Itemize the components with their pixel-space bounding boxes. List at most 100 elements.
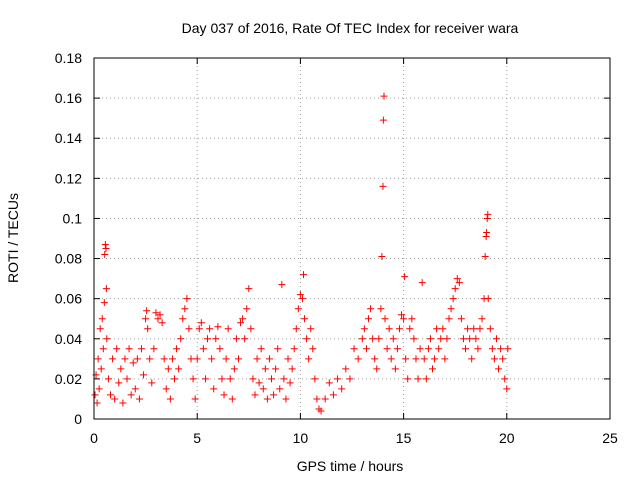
data-point: [354, 355, 362, 363]
data-point: [334, 375, 342, 383]
data-point: [412, 355, 420, 363]
data-point: [148, 379, 156, 387]
data-point: [380, 92, 388, 100]
data-point: [129, 359, 137, 367]
chart-title: Day 037 of 2016, Rate Of TEC Index for r…: [182, 20, 519, 36]
data-point: [146, 355, 154, 363]
data-point: [383, 345, 391, 353]
data-point: [391, 365, 399, 373]
y-tick-label: 0.04: [55, 331, 82, 347]
data-point: [137, 345, 145, 353]
data-point: [276, 385, 284, 393]
data-point: [439, 325, 447, 333]
data-point: [329, 391, 337, 399]
data-point: [488, 345, 496, 353]
data-point: [294, 305, 302, 313]
data-point: [445, 315, 453, 323]
data-point: [152, 309, 160, 317]
data-point: [481, 253, 489, 261]
data-point: [406, 325, 414, 333]
data-point: [144, 325, 152, 333]
data-point: [121, 355, 129, 363]
data-point: [284, 355, 292, 363]
data-point: [462, 345, 470, 353]
data-point: [378, 253, 386, 261]
data-point: [385, 325, 393, 333]
data-point: [424, 345, 432, 353]
data-point: [140, 371, 148, 379]
data-point: [381, 315, 389, 323]
data-point: [401, 273, 409, 281]
data-point: [206, 325, 214, 333]
data-point: [455, 279, 463, 287]
data-point: [103, 335, 111, 343]
data-point: [241, 335, 249, 343]
data-point: [484, 210, 492, 218]
data-point: [375, 335, 383, 343]
data-point: [296, 291, 304, 299]
data-point: [255, 379, 263, 387]
data-point: [393, 345, 401, 353]
data-point: [449, 295, 457, 303]
data-point: [305, 355, 313, 363]
data-point: [170, 375, 178, 383]
data-point: [268, 375, 276, 383]
data-point: [204, 335, 212, 343]
data-point: [173, 345, 181, 353]
data-point: [154, 315, 162, 323]
data-point: [278, 281, 286, 289]
data-point: [379, 182, 387, 190]
data-point: [422, 375, 430, 383]
data-point: [224, 325, 232, 333]
y-tick-label: 0.14: [55, 130, 82, 146]
data-point: [464, 325, 472, 333]
data-point: [216, 345, 224, 353]
data-point: [181, 305, 189, 313]
data-point: [115, 379, 123, 387]
data-point: [379, 116, 387, 124]
data-point: [234, 355, 242, 363]
data-point: [408, 315, 416, 323]
data-point: [303, 335, 311, 343]
data-point: [457, 315, 465, 323]
data-point: [101, 241, 109, 249]
y-tick-label: 0.02: [55, 371, 82, 387]
data-point: [91, 391, 99, 399]
data-point: [478, 315, 486, 323]
y-tick-label: 0.06: [55, 291, 82, 307]
tick-labels: 0 5 10 15 20 25 0 0.02 0.04 0.06 0.08 0.1 0.12 0.14 0.…: [55, 50, 618, 446]
data-point: [414, 375, 422, 383]
data-point: [468, 355, 476, 363]
data-point: [387, 355, 395, 363]
data-point: [253, 355, 261, 363]
data-point: [96, 325, 104, 333]
y-tick-label: 0.12: [55, 170, 82, 186]
data-point: [416, 345, 424, 353]
data-point: [350, 345, 358, 353]
data-point: [177, 335, 185, 343]
data-point: [158, 319, 166, 327]
data-point: [433, 325, 441, 333]
data-point: [371, 355, 379, 363]
data-point: [321, 395, 329, 403]
data-point: [503, 385, 511, 393]
x-tick-label: 10: [293, 430, 309, 446]
data-point: [490, 355, 498, 363]
data-point: [298, 295, 306, 303]
data-point: [193, 355, 201, 363]
data-point: [290, 345, 298, 353]
data-point: [113, 345, 121, 353]
data-point: [191, 395, 199, 403]
data-point: [189, 375, 197, 383]
data-point: [286, 379, 294, 387]
data-point: [265, 355, 273, 363]
data-point: [107, 391, 115, 399]
data-point: [117, 365, 125, 373]
data-point: [239, 315, 247, 323]
x-tick-label: 0: [90, 430, 98, 446]
data-point: [97, 365, 105, 373]
x-tick-label: 25: [602, 430, 618, 446]
data-point: [282, 395, 290, 403]
data-point: [185, 325, 193, 333]
